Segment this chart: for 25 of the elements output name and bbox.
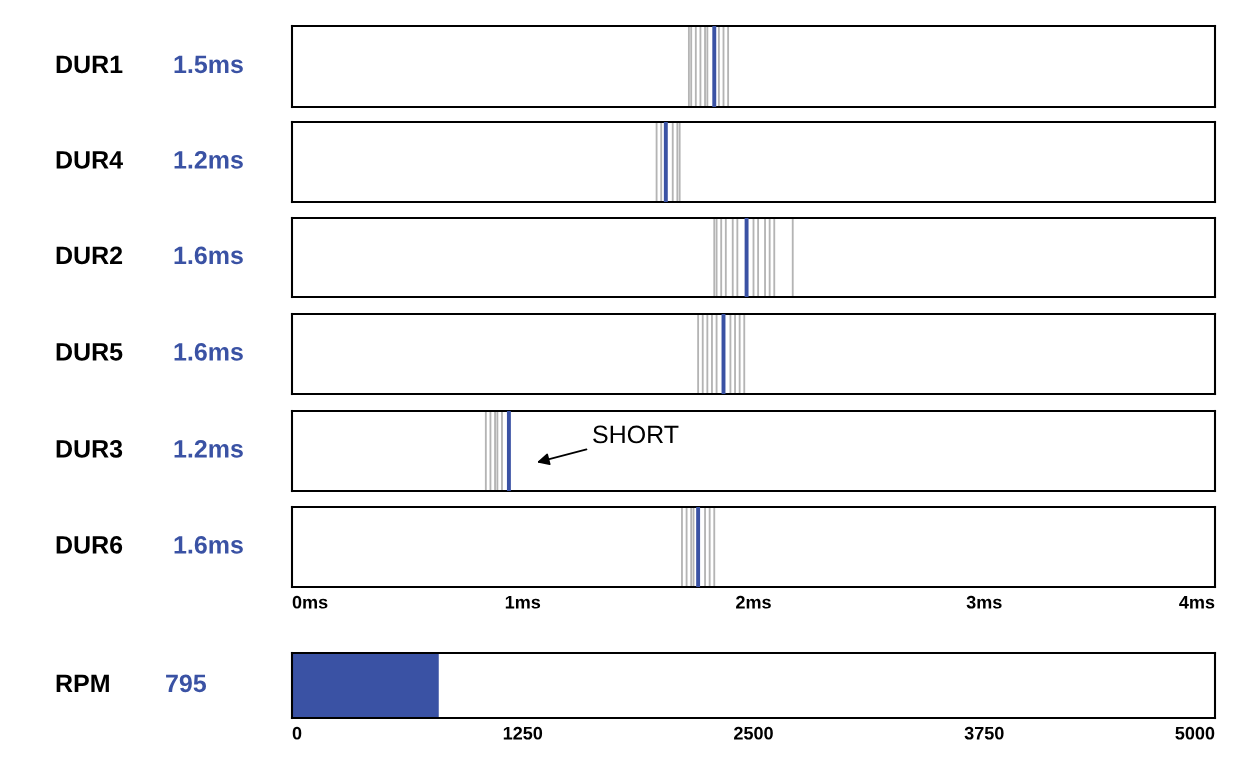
text: 1.5ms: [174, 55, 243, 74]
x-tick-label: 5000: [1175, 726, 1215, 740]
text: 1.2ms: [174, 440, 243, 458]
x-tick-label: 0: [292, 726, 302, 740]
x-tick-label: 3750: [964, 726, 1004, 740]
text: 1.6ms: [174, 536, 243, 554]
x-tick-label: 1250: [503, 726, 543, 740]
annotation: SHORT: [593, 425, 679, 444]
y-axis-title: RPM: [56, 674, 109, 692]
y-axis-title: DUR3: [56, 440, 123, 458]
x-tick-label: 2ms: [736, 595, 771, 609]
x-tick-label: 1ms: [505, 596, 541, 609]
x-tick-label: 2500: [734, 726, 773, 740]
y-axis-title: DUR4: [56, 151, 123, 169]
x-tick-label: 3ms: [966, 595, 1002, 609]
x-tick-label: 4ms: [1179, 596, 1215, 609]
y-axis-title: DUR2: [56, 246, 123, 265]
y-axis-title: DUR5: [56, 343, 123, 361]
x-tick-label: 0ms: [292, 595, 328, 609]
y-axis-title: DUR6: [56, 536, 123, 554]
text: 795: [166, 674, 207, 693]
y-axis-title: DUR1: [56, 55, 123, 74]
text: 1.2ms: [174, 151, 243, 169]
text: 1.6ms: [174, 343, 243, 361]
text: 1.6ms: [174, 246, 243, 265]
